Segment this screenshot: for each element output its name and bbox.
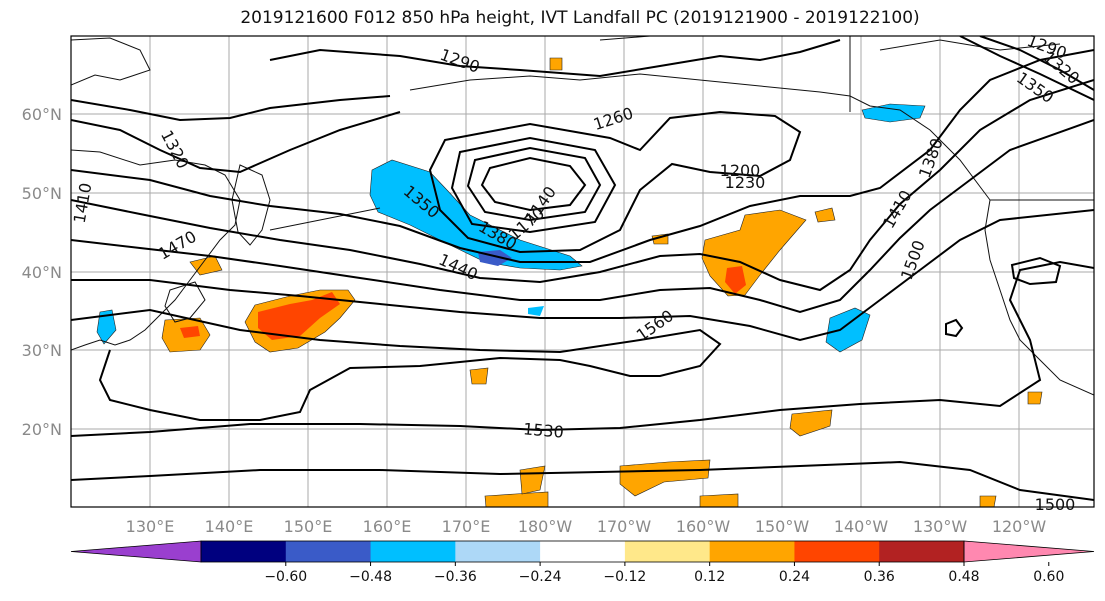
lon-tick-label: 150°E bbox=[284, 517, 333, 536]
colorbar-bin bbox=[794, 541, 880, 562]
colorbar-bin bbox=[624, 541, 711, 562]
colorbar-tick-label: −0.12 bbox=[603, 569, 646, 585]
height-contour-low-center bbox=[480, 156, 587, 212]
contour-label: 1530 bbox=[522, 419, 564, 441]
lat-tick-label: 40°N bbox=[22, 263, 62, 282]
colorbar-tick-label: 0.48 bbox=[948, 569, 979, 585]
ivt-positive-region bbox=[469, 367, 489, 385]
height-contour bbox=[959, 36, 1094, 101]
contour-label: 1200 bbox=[720, 161, 761, 180]
coastlines bbox=[71, 36, 1094, 396]
colorbar-tick-label: 0.12 bbox=[694, 569, 725, 585]
lat-tick-label: 50°N bbox=[22, 184, 62, 203]
height-contour bbox=[71, 308, 722, 421]
colorbar-tick-label: 0.60 bbox=[1033, 569, 1064, 585]
lon-tick-label: 130°E bbox=[126, 517, 175, 536]
colorbar: −0.60 −0.48 −0.36 −0.24 −0.12 0.12 0.24 0.36 0.4… bbox=[70, 540, 1095, 585]
height-contour bbox=[71, 111, 401, 174]
colorbar-bin bbox=[285, 541, 372, 562]
lon-tick-label: 170°E bbox=[442, 517, 491, 536]
lon-tick-label: 160°E bbox=[363, 517, 412, 536]
lon-tick-label: 180°W bbox=[518, 517, 573, 536]
ivt-positive-region bbox=[619, 459, 711, 497]
colorbar-tick-label: −0.48 bbox=[349, 569, 392, 585]
colorbar-tick-label: −0.24 bbox=[519, 569, 562, 585]
ivt-positive-core bbox=[258, 292, 340, 340]
longitude-tick-labels: 130°E 140°E 150°E 160°E 170°E 180°W 170°W 160°W… bbox=[126, 517, 1047, 536]
height-contour bbox=[428, 110, 802, 254]
ivt-negative-region bbox=[825, 307, 871, 353]
contour-label: 1500 bbox=[1035, 495, 1076, 514]
height-contour bbox=[1010, 256, 1062, 286]
lon-tick-label: 160°W bbox=[676, 517, 731, 536]
ivt-negative-shading bbox=[96, 103, 926, 353]
ivt-negative-region bbox=[369, 159, 583, 271]
height-contours bbox=[71, 36, 1094, 501]
coastline-north-america bbox=[984, 199, 1094, 396]
lon-tick-label: 150°W bbox=[755, 517, 810, 536]
ivt-positive-region bbox=[484, 491, 549, 507]
colorbar-bin bbox=[455, 541, 541, 562]
ivt-negative-region bbox=[528, 306, 544, 316]
height-contour bbox=[71, 260, 1094, 437]
coastline-alaska bbox=[409, 73, 991, 201]
ivt-positive-core bbox=[725, 266, 746, 294]
height-contour bbox=[979, 36, 1094, 91]
height-contour bbox=[71, 49, 1094, 263]
colorbar-bin bbox=[879, 541, 965, 562]
height-contour bbox=[71, 79, 1094, 292]
height-contour-low bbox=[466, 146, 602, 222]
ivt-positive-region bbox=[1027, 391, 1043, 405]
lon-tick-label: 120°W bbox=[992, 517, 1047, 536]
ivt-negative-region bbox=[861, 103, 926, 123]
ivt-positive-core bbox=[180, 326, 200, 338]
height-contour bbox=[269, 39, 841, 78]
colorbar-bin bbox=[709, 541, 795, 562]
lat-tick-label: 60°N bbox=[22, 105, 62, 124]
lon-tick-label: 170°W bbox=[597, 517, 652, 536]
ivt-positive-region bbox=[789, 409, 833, 437]
colorbar-tick-label: 0.24 bbox=[779, 569, 810, 585]
coastline-asia bbox=[71, 149, 241, 351]
height-contour bbox=[71, 119, 1094, 314]
colorbar-bin bbox=[370, 541, 456, 562]
height-contour bbox=[71, 460, 1094, 501]
lon-tick-label: 140°W bbox=[834, 517, 889, 536]
colorbar-bin bbox=[540, 541, 626, 562]
map-frame bbox=[70, 35, 1095, 508]
coastline-kamchatka bbox=[231, 164, 271, 246]
ivt-negative-region bbox=[96, 309, 117, 345]
height-contour bbox=[71, 95, 391, 122]
lat-tick-label: 20°N bbox=[22, 420, 62, 439]
ivt-positive-region bbox=[549, 57, 563, 71]
colorbar-tick-label: −0.36 bbox=[434, 569, 477, 585]
colorbar-extend-max bbox=[963, 540, 1095, 563]
colorbar-tick-label: −0.60 bbox=[264, 569, 307, 585]
coastline-asia bbox=[71, 37, 151, 86]
ivt-positive-region bbox=[814, 207, 836, 223]
lon-tick-label: 140°E bbox=[205, 517, 254, 536]
contour-label: 1230 bbox=[725, 173, 766, 192]
coastline-aleutians bbox=[269, 207, 381, 231]
height-contour-low bbox=[450, 136, 617, 234]
lat-tick-label: 30°N bbox=[22, 341, 62, 360]
height-contour bbox=[945, 318, 964, 338]
colorbar-frame bbox=[200, 540, 965, 563]
ivt-positive-region bbox=[979, 495, 997, 507]
lon-tick-label: 130°W bbox=[913, 517, 968, 536]
ivt-positive-region bbox=[699, 493, 739, 507]
ivt-positive-shading bbox=[161, 57, 1043, 507]
coastline-arctic bbox=[599, 36, 1061, 51]
chart-title: 2019121600 F012 850 hPa height, IVT Land… bbox=[240, 8, 920, 28]
colorbar-bin bbox=[201, 541, 287, 562]
gridlines bbox=[71, 36, 1094, 507]
height-contour bbox=[71, 209, 1094, 342]
colorbar-extend-min bbox=[70, 540, 202, 563]
colorbar-tick-label: 0.36 bbox=[864, 569, 895, 585]
latitude-tick-labels: 60°N 50°N 40°N 30°N 20°N bbox=[22, 105, 62, 439]
